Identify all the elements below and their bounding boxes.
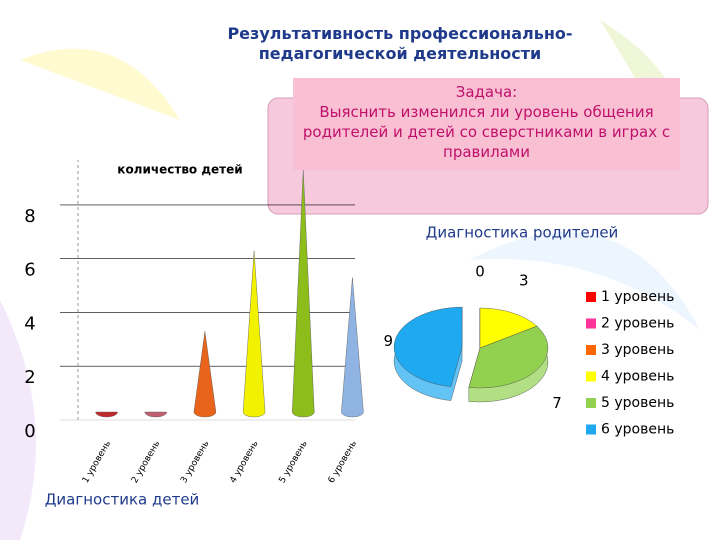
chart-title: Диагностика родителей bbox=[426, 224, 619, 242]
task-box: Задача: Выяснить изменился ли уровень об… bbox=[293, 78, 680, 170]
y-tick-label: 2 bbox=[24, 367, 35, 388]
legend-swatch bbox=[586, 345, 596, 355]
task-text: Выяснить изменился ли уровень общения ро… bbox=[302, 103, 671, 161]
pie-slice bbox=[393, 306, 463, 387]
chart-title: количество детей bbox=[117, 163, 242, 177]
pie-slice bbox=[468, 325, 549, 389]
y-tick-label: 0 bbox=[24, 421, 35, 442]
slide-title: Результативность профессионально-педагог… bbox=[227, 24, 573, 63]
legend-label: 2 уровень bbox=[601, 316, 674, 332]
y-tick-label: 8 bbox=[24, 206, 35, 227]
cone bbox=[95, 411, 118, 418]
legend-swatch bbox=[586, 424, 596, 435]
x-tick-label: 1 уровень bbox=[81, 439, 113, 485]
legend-label: 3 уровень bbox=[601, 342, 674, 358]
x-tick-label: 3 уровень bbox=[179, 439, 211, 485]
y-tick-label: 6 bbox=[24, 260, 35, 281]
decor bbox=[0, 300, 36, 540]
chart-caption: Диагностика детей bbox=[45, 491, 200, 509]
task-heading: Задача: bbox=[455, 83, 518, 101]
value-label: 3 bbox=[519, 272, 529, 290]
cone bbox=[242, 250, 266, 418]
y-tick-label: 4 bbox=[24, 313, 35, 334]
x-tick-label: 6 уровень bbox=[327, 439, 359, 485]
value-label: 9 bbox=[384, 332, 394, 350]
legend-label: 5 уровень bbox=[601, 395, 674, 411]
legend-swatch bbox=[586, 318, 596, 329]
legend-label: 4 уровень bbox=[601, 369, 674, 385]
legend-swatch bbox=[586, 371, 596, 382]
cone bbox=[144, 411, 167, 418]
value-label: 0 bbox=[475, 263, 485, 281]
value-label: 7 bbox=[552, 394, 562, 412]
cone bbox=[193, 331, 217, 418]
x-tick-label: 5 уровень bbox=[278, 439, 310, 485]
decor bbox=[20, 48, 180, 120]
x-tick-label: 4 уровень bbox=[228, 439, 260, 485]
pie-slice bbox=[479, 307, 538, 349]
legend-swatch bbox=[586, 398, 596, 408]
x-tick-label: 2 уровень bbox=[130, 439, 162, 485]
legend-label: 1 уровень bbox=[601, 289, 674, 305]
decor bbox=[470, 232, 700, 330]
cone bbox=[341, 277, 364, 418]
legend-swatch bbox=[586, 292, 596, 302]
legend-label: 6 уровень bbox=[601, 422, 674, 438]
cone bbox=[292, 169, 315, 418]
